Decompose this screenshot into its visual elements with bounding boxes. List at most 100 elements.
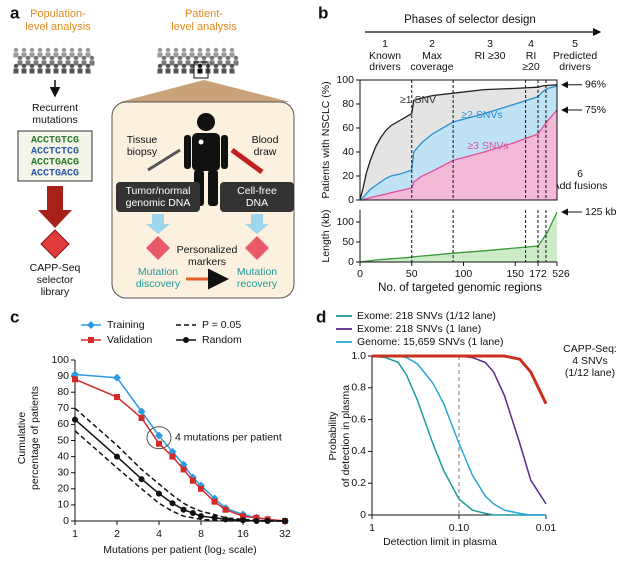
label: Recurrent: [32, 102, 78, 114]
person-head: [169, 55, 175, 61]
label: Personalized: [177, 244, 238, 256]
y-tick-label: 90: [57, 370, 69, 382]
person-body: [185, 60, 191, 66]
phase-name: Known: [369, 50, 401, 62]
marker: [189, 509, 196, 516]
person-body: [13, 68, 19, 74]
line: [372, 354, 548, 405]
person-head: [177, 55, 183, 61]
person-body: [73, 60, 79, 66]
person-head: [173, 63, 179, 69]
marker: [240, 517, 246, 524]
marker: [211, 514, 218, 521]
person-head: [157, 47, 163, 53]
person-body: [189, 52, 195, 58]
person-body: [53, 52, 59, 58]
label: Blood: [252, 134, 279, 146]
y-tick-label: 0: [348, 256, 354, 268]
label: CAPP-Seq: [30, 262, 81, 274]
y-tick-label: 100: [336, 216, 354, 228]
y-axis-label: Cumulative: [16, 412, 28, 465]
arrow: [245, 214, 269, 234]
marker: [72, 416, 78, 423]
x-tick-label: 0.01: [536, 522, 557, 534]
person: [184, 113, 228, 206]
legend-label: Validation: [107, 334, 152, 346]
label: Patient-: [185, 8, 223, 20]
phase-name: RI: [526, 50, 537, 62]
person-head: [81, 55, 87, 61]
panel-label: d: [316, 307, 326, 326]
x-tick-label: 8: [198, 528, 204, 540]
person-body: [49, 60, 55, 66]
person-head: [181, 63, 187, 69]
marker: [222, 516, 229, 523]
person-head: [49, 55, 55, 61]
person-head: [89, 55, 95, 61]
y-tick-label: 0.2: [351, 477, 366, 489]
person-head: [209, 55, 215, 61]
phase-name: Predicted: [553, 50, 598, 62]
legend-label: Training: [107, 319, 145, 331]
person-head: [165, 63, 171, 69]
person-body: [57, 60, 63, 66]
marker: [88, 337, 94, 343]
x-tick-label: 50: [406, 268, 418, 280]
person-head: [21, 63, 27, 69]
person-head: [13, 63, 19, 69]
area: [360, 110, 557, 200]
y-tick-label: 60: [342, 122, 354, 134]
y-axis-label: of detection in plasma: [340, 385, 352, 487]
person-head: [29, 47, 35, 53]
y-tick-label: 100: [336, 74, 354, 86]
phase-name: coverage: [410, 61, 453, 73]
label: Tumor/normal: [126, 185, 191, 197]
person-body: [205, 52, 211, 58]
box: [116, 182, 200, 212]
y-tick-label: 1.0: [351, 350, 366, 362]
person-body: [197, 52, 203, 58]
person-body: [37, 68, 43, 74]
person-head: [29, 63, 35, 69]
marker: [189, 477, 196, 484]
person-head: [17, 55, 23, 61]
legend-label: Exome: 218 SNVs (1 lane): [357, 323, 481, 335]
diamond: [146, 236, 170, 260]
y-tick-label: 20: [57, 483, 69, 495]
person-head: [77, 63, 83, 69]
label: genomic DNA: [126, 197, 191, 209]
label: DNA: [246, 197, 268, 209]
person-body: [165, 68, 171, 74]
person-body: [81, 60, 87, 66]
marker: [72, 376, 78, 383]
person-body: [45, 68, 51, 74]
marker: [180, 466, 187, 473]
person-body: [173, 52, 179, 58]
line: [359, 211, 558, 263]
end-label: 125 kb: [585, 206, 617, 218]
arrow: [38, 186, 72, 228]
label: selector: [37, 274, 74, 286]
x-tick-label: 16: [237, 528, 249, 540]
sequence: ACCTGACG: [31, 169, 79, 180]
y-tick-label: 70: [57, 402, 69, 414]
y-tick-label: 30: [57, 466, 69, 478]
phase-name: RI ≥30: [475, 50, 506, 62]
person-head: [45, 63, 51, 69]
y-tick-label: 50: [57, 434, 69, 446]
person-head: [173, 47, 179, 53]
person-body: [169, 60, 175, 66]
sequence: ACCTGACG: [31, 158, 79, 169]
line: [360, 109, 558, 201]
person-head: [213, 47, 219, 53]
label: Mutation: [237, 266, 277, 278]
line: [371, 355, 546, 516]
person-head: [233, 55, 239, 61]
person-body: [45, 52, 51, 58]
syringe: [230, 147, 264, 175]
y-tick-label: 80: [57, 386, 69, 398]
person-head: [181, 47, 187, 53]
x-tick-label: 32: [279, 528, 291, 540]
annotation: 4 SNVs: [572, 355, 608, 367]
label: Population-: [30, 8, 86, 20]
